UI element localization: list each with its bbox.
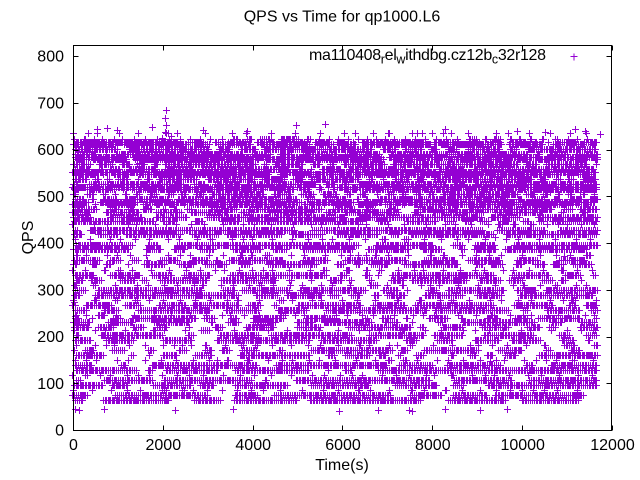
- svg-text:500: 500: [37, 189, 64, 206]
- svg-text:400: 400: [37, 236, 64, 253]
- svg-text:Time(s): Time(s): [315, 457, 369, 474]
- svg-text:6000: 6000: [325, 437, 361, 454]
- svg-text:700: 700: [37, 95, 64, 112]
- svg-text:600: 600: [37, 142, 64, 159]
- svg-text:8000: 8000: [415, 437, 451, 454]
- svg-text:ma110408relwithdbg.cz12bc32r12: ma110408relwithdbg.cz12bc32r128: [309, 47, 546, 67]
- svg-text:0: 0: [55, 423, 64, 440]
- svg-text:100: 100: [37, 376, 64, 393]
- svg-text:0: 0: [69, 437, 78, 454]
- svg-text:4000: 4000: [235, 437, 271, 454]
- svg-text:300: 300: [37, 282, 64, 299]
- svg-text:10000: 10000: [500, 437, 545, 454]
- svg-text:QPS: QPS: [20, 221, 37, 255]
- svg-text:QPS vs Time for qp1000.L6: QPS vs Time for qp1000.L6: [244, 9, 441, 26]
- svg-text:2000: 2000: [146, 437, 182, 454]
- svg-text:800: 800: [37, 49, 64, 66]
- svg-text:12000: 12000: [590, 437, 635, 454]
- svg-text:200: 200: [37, 329, 64, 346]
